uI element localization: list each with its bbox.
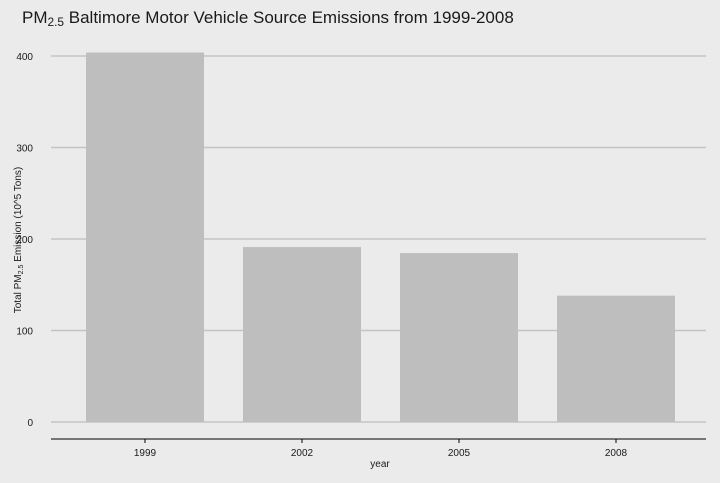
x-axis-label: year — [370, 459, 390, 470]
y-tick-label: 200 — [16, 235, 33, 246]
x-tick-label: 2008 — [605, 448, 628, 459]
x-tick-label: 1999 — [134, 448, 157, 459]
y-tick-label: 0 — [27, 418, 33, 429]
y-tick-label: 100 — [16, 327, 33, 338]
bar-2005 — [400, 253, 518, 422]
chart-title: PM2.5 Baltimore Motor Vehicle Source Emi… — [22, 8, 514, 29]
x-tick-label: 2002 — [291, 448, 314, 459]
bar-1999 — [86, 52, 204, 422]
bar-2002 — [243, 247, 361, 422]
y-tick-label: 300 — [16, 144, 33, 155]
x-tick-label: 2005 — [448, 448, 471, 459]
bar-2008 — [557, 295, 675, 422]
y-tick-labels: 0 100 200 300 400 — [16, 52, 33, 429]
y-axis-label: Total PM2.5 Emission (10^5 Tons) — [13, 166, 25, 314]
x-tick-labels: 1999 2002 2005 2008 — [134, 439, 628, 459]
bars — [86, 52, 675, 422]
y-tick-label: 400 — [16, 52, 33, 63]
